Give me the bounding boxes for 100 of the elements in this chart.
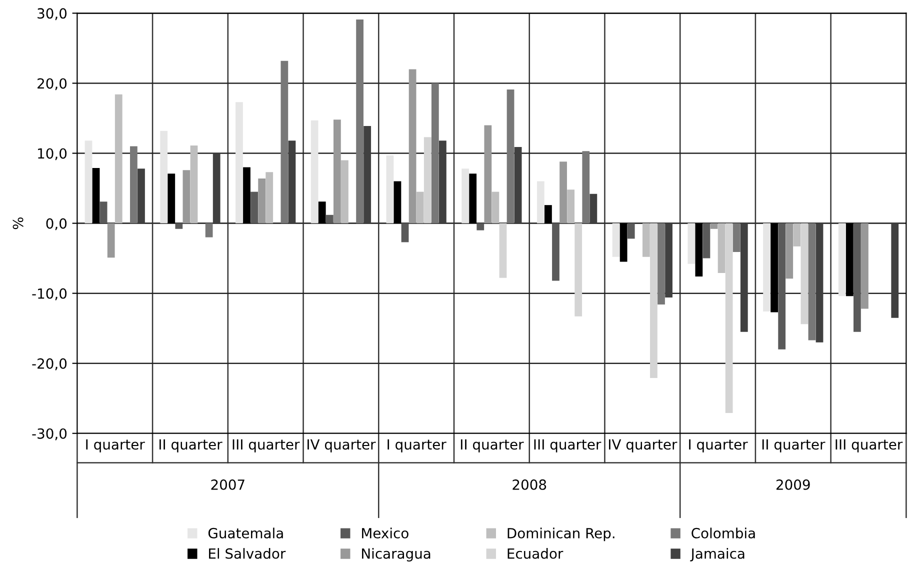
bar xyxy=(800,223,808,324)
bar xyxy=(138,168,145,224)
bar xyxy=(846,223,854,296)
bar xyxy=(506,90,514,224)
bar xyxy=(114,94,122,224)
y-tick-label: 20,0 xyxy=(38,78,67,90)
bar xyxy=(650,223,658,378)
bar xyxy=(476,223,484,230)
bar xyxy=(484,125,492,224)
bar xyxy=(416,192,424,224)
bar xyxy=(612,223,620,257)
bar xyxy=(182,170,190,224)
bar xyxy=(266,172,274,224)
y-tick-label: -20,0 xyxy=(32,358,67,370)
bar xyxy=(891,223,899,318)
bar xyxy=(620,223,628,262)
x-tick-label: I quarter xyxy=(388,439,446,452)
bar xyxy=(808,223,816,340)
x-tick-label: IV quarter xyxy=(308,439,376,452)
bar xyxy=(695,223,703,277)
bar xyxy=(168,174,176,224)
bar xyxy=(688,223,696,264)
x-tick-label: IV quarter xyxy=(608,439,678,452)
bar xyxy=(492,192,500,224)
bar xyxy=(552,223,560,281)
legend-label: Colombia xyxy=(692,528,755,538)
bar xyxy=(560,162,567,224)
x-tick-label: II quarter xyxy=(160,439,222,452)
bar xyxy=(499,223,507,278)
bar xyxy=(333,120,341,224)
bar xyxy=(702,223,710,258)
x-tick-label: III quarter xyxy=(534,439,602,452)
bar xyxy=(326,214,334,224)
x-tick-label: I quarter xyxy=(689,439,748,452)
y-tick-label: 10,0 xyxy=(38,148,67,160)
bar xyxy=(544,205,552,224)
bar xyxy=(84,140,92,224)
bar xyxy=(793,223,801,246)
bar xyxy=(212,153,220,224)
bar xyxy=(462,168,469,224)
bar xyxy=(627,223,635,239)
bar xyxy=(424,137,432,224)
y-tick-label: -10,0 xyxy=(32,288,67,300)
y-tick-label: -30,0 xyxy=(32,428,67,440)
bar xyxy=(236,102,243,224)
bar xyxy=(763,223,770,312)
x-tick-label: II quarter xyxy=(460,439,524,452)
bar xyxy=(514,146,522,224)
bar xyxy=(250,192,258,224)
bar xyxy=(710,223,718,229)
bar xyxy=(288,140,296,224)
bar xyxy=(725,223,733,414)
bar xyxy=(838,223,846,296)
bar xyxy=(665,223,672,298)
bar xyxy=(590,194,598,224)
bar xyxy=(175,223,183,229)
x-tick-label: III quarter xyxy=(232,439,300,452)
y-tick-label: 30,0 xyxy=(38,8,67,20)
legend-label: Ecuador xyxy=(508,548,564,559)
bar xyxy=(854,223,861,332)
legend-label: Jamaica xyxy=(690,548,744,562)
bar xyxy=(740,223,748,332)
bar xyxy=(280,60,288,224)
bar xyxy=(732,223,740,252)
legend-label: Dominican Rep. xyxy=(508,528,614,542)
bar xyxy=(258,178,266,224)
text: 2007 xyxy=(211,479,244,490)
bar xyxy=(469,174,477,224)
legend-label: Nicaragua xyxy=(362,548,430,562)
bar xyxy=(536,181,544,224)
bar xyxy=(386,155,394,224)
bar xyxy=(130,146,138,224)
bar xyxy=(205,223,213,238)
bar xyxy=(190,146,198,224)
bar xyxy=(364,126,372,224)
bar xyxy=(401,223,409,242)
legend-label: Mexico xyxy=(362,528,408,538)
bar xyxy=(786,223,794,279)
text: 2009 xyxy=(776,479,810,490)
bar xyxy=(92,168,100,224)
bar xyxy=(770,223,778,312)
bar xyxy=(341,160,348,224)
bar xyxy=(318,202,326,224)
bar xyxy=(567,190,575,224)
bar xyxy=(658,223,665,305)
y-tick-label: 0,0 xyxy=(46,218,67,230)
bar xyxy=(778,223,786,350)
bar xyxy=(816,223,824,342)
bar xyxy=(431,83,439,224)
x-tick-label: I quarter xyxy=(86,439,145,452)
bar xyxy=(861,223,868,309)
text: 2008 xyxy=(512,479,546,490)
bar xyxy=(107,223,115,258)
x-tick-label: III quarter xyxy=(836,439,903,452)
bar xyxy=(310,120,318,224)
bar xyxy=(394,181,402,224)
legend-label: El Salvador xyxy=(209,548,286,559)
bar xyxy=(439,140,446,224)
bar xyxy=(100,202,108,224)
bar xyxy=(408,69,416,224)
